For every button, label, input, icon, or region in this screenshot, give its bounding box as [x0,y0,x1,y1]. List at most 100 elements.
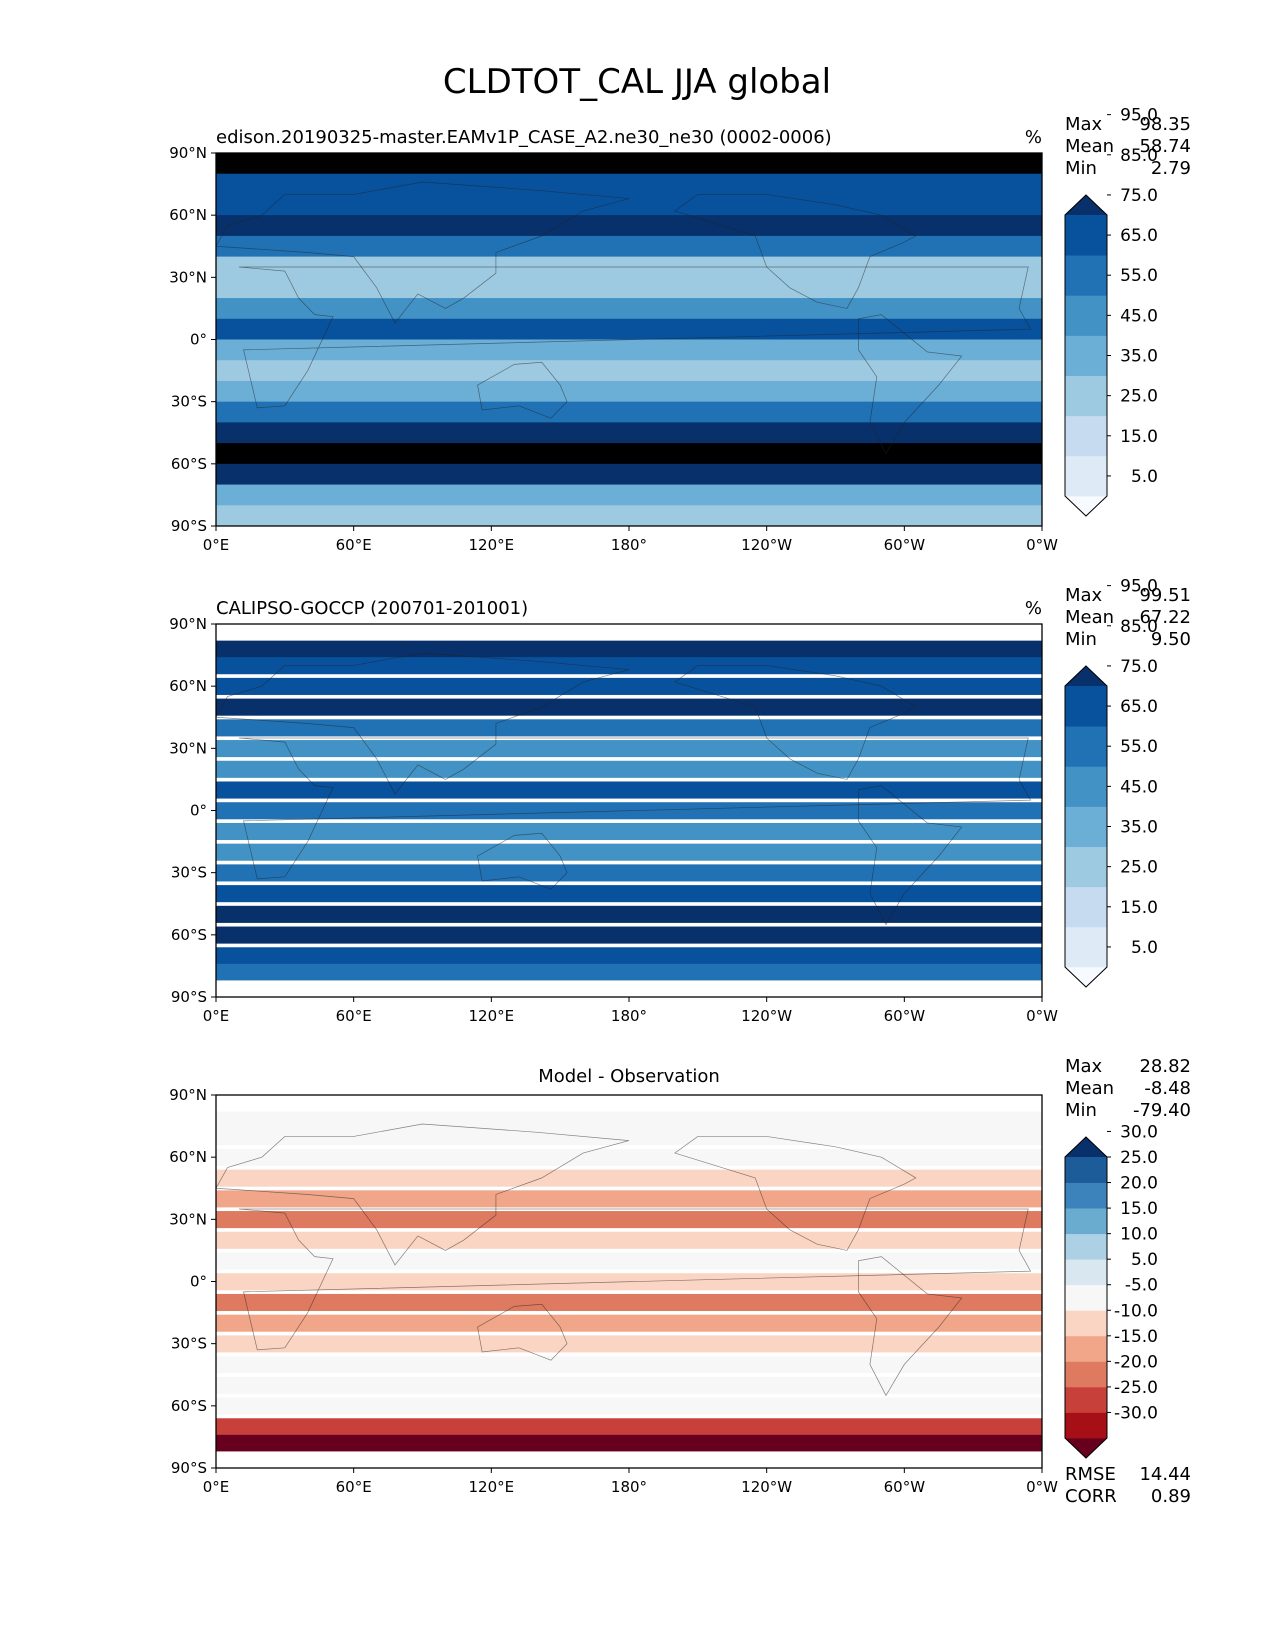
x-tick-label: 60°W [884,536,926,554]
zonal-band [216,1418,1042,1436]
x-tick-label: 0°E [203,1007,230,1025]
zonal-band [216,339,1042,361]
panels: edison.20190325-master.EAMv1P_CASE_A2.ne… [169,106,1191,1507]
stat-label: Max [1065,114,1103,135]
zonal-band [216,298,1042,320]
colorbar-tick-label: 75.0 [1120,186,1158,206]
zonal-band [216,1335,1042,1353]
colorbar-tick-label: 65.0 [1120,226,1158,246]
x-tick-label: 180° [611,536,647,554]
map-field [216,1095,1042,1468]
stat-label: Mean [1065,136,1114,157]
zonal-band [216,1356,1042,1374]
colorbar-segment [1065,255,1107,296]
colorbar-segment [1065,1182,1107,1209]
coastline [238,737,1032,880]
zonal-band [216,1190,1042,1208]
y-tick-label: 0° [190,802,207,820]
colorbar-segment [1065,455,1107,497]
zonal-band [216,885,1042,903]
colorbar-segment [1065,1233,1107,1260]
colorbar-tick-label: 75.0 [1120,657,1158,677]
zonal-band [216,657,1042,675]
colorbar-tick-label: 15.0 [1120,427,1158,447]
stat-value: 28.82 [1139,1056,1191,1077]
colorbar-tick-label: 85.0 [1120,617,1158,637]
colorbar-tick-label: 35.0 [1120,347,1158,367]
colorbar-segment [1065,806,1107,847]
colorbar-segment [1065,1284,1107,1311]
zonal-band [216,1111,1042,1129]
zonal-band [216,1169,1042,1187]
y-tick-label: 30°S [171,393,207,411]
zonal-band [216,1128,1042,1146]
panel-title: CALIPSO-GOCCP (200701-201001) [216,598,528,619]
stat-label: Max [1065,585,1103,606]
colorbar-segment [1065,375,1107,417]
colorbar-tick-label: 25.0 [1120,1148,1158,1168]
coastline [674,665,917,780]
colorbar-tick-label: 35.0 [1120,818,1158,838]
colorbar: 5.0 15.0 25.0 35.0 45.0 55.0 65.0 75.0 85.0 95.0 [1064,106,1158,517]
y-tick-label: 90°S [171,988,207,1006]
x-tick-label: 60°E [336,1478,372,1496]
coastline [858,314,963,455]
coastline [674,1136,917,1251]
colorbar-segment [1065,766,1107,807]
colorbar-tick-label: 20.0 [1120,1174,1158,1194]
zonal-band [216,215,1042,237]
x-tick-label: 120°E [469,1478,515,1496]
y-tick-label: 30°N [169,739,207,757]
stat-label: Min [1065,1100,1097,1121]
colorbar-outline [1064,194,1108,517]
coastline [858,1256,963,1397]
zonal-band [216,1376,1042,1394]
stat-label: Min [1065,158,1097,179]
colorbar-segment [1065,1157,1107,1183]
colorbar: 5.0 15.0 25.0 35.0 45.0 55.0 65.0 75.0 85.0 95.0 [1064,577,1158,988]
x-tick-label: 120°E [469,1007,515,1025]
zonal-band [216,947,1042,965]
zonal-band [216,173,1042,195]
colorbar-segment [1065,295,1107,336]
x-tick-label: 60°W [884,1478,926,1496]
colorbar-tick-label: 5.0 [1131,1250,1158,1270]
zonal-band [216,926,1042,944]
stat-value: -79.40 [1133,1100,1191,1121]
colorbar-tick-label: -20.0 [1114,1352,1158,1372]
colorbar-tick-label: 85.0 [1120,146,1158,166]
coastline [216,181,630,324]
colorbar-tick-label: 5.0 [1131,467,1158,487]
colorbar-tick-label: 45.0 [1120,306,1158,326]
y-tick-label: 60°S [171,1397,207,1415]
zonal-band [216,1148,1042,1166]
colorbar-tick-label: 95.0 [1120,106,1158,126]
coastline [238,1208,1032,1351]
y-tick-label: 0° [190,1273,207,1291]
colorbar-tick-label: 45.0 [1120,777,1158,797]
zonal-band [216,1211,1042,1229]
colorbar-tick-label: 10.0 [1120,1225,1158,1245]
zonal-band [216,1252,1042,1270]
colorbar-extend-max [1065,666,1107,686]
coastline [216,652,630,795]
zonal-band [216,1293,1042,1312]
units-label: % [1025,598,1042,619]
zonal-band [216,422,1042,444]
y-tick-label: 30°N [169,1210,207,1228]
stat-label: Min [1065,629,1097,650]
zonal-band [216,277,1042,299]
coastline [477,832,568,890]
colorbar-tick-label: 25.0 [1120,387,1158,407]
x-tick-label: 0°E [203,1478,230,1496]
colorbar-extend-min [1065,496,1107,516]
colorbar-segment [1065,686,1107,727]
zonal-band [216,318,1042,340]
stat-value: 58.74 [1139,136,1191,157]
colorbar-tick-label: -25.0 [1114,1378,1158,1398]
y-tick-label: 30°S [171,864,207,882]
colorbar-segment [1065,1386,1107,1413]
panel-title: edison.20190325-master.EAMv1P_CASE_A2.ne… [216,127,832,148]
zonal-band [216,963,1042,981]
